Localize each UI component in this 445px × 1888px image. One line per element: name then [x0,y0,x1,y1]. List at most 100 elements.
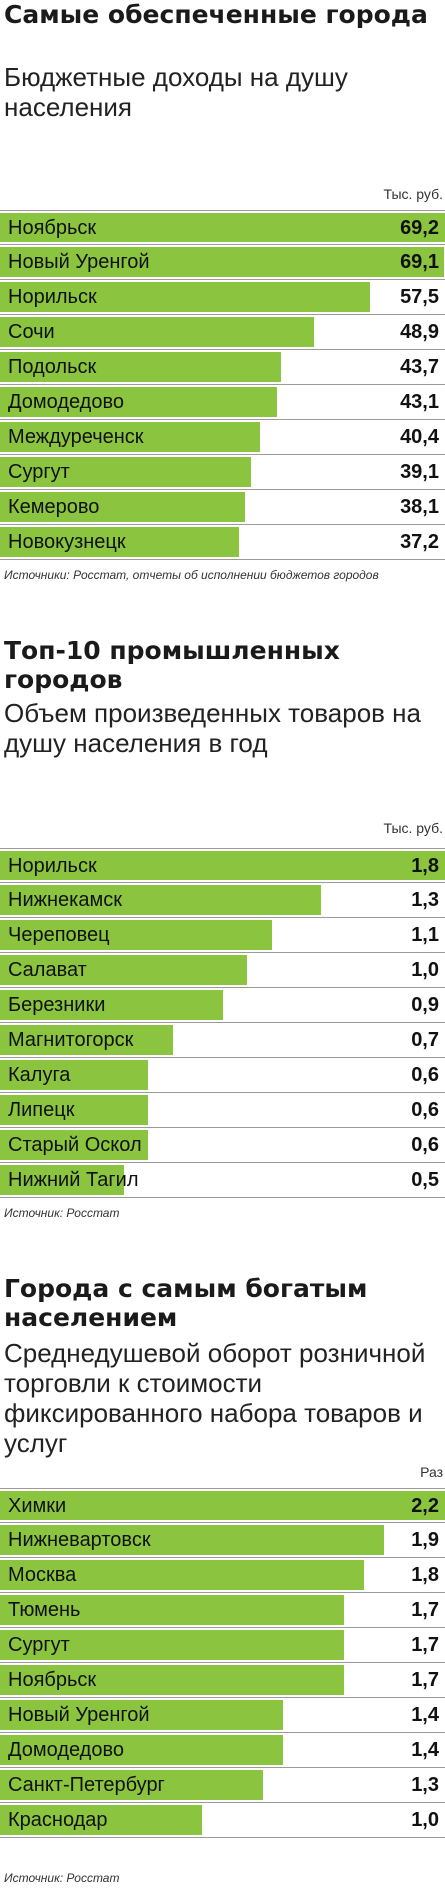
bar-value: 40,4 [400,426,439,448]
bar-value: 1,1 [411,924,439,946]
bar-label: Санкт-Петербург [8,1774,165,1796]
chart-1-title: Самые обеспеченные города [4,0,428,29]
bar-label: Ноябрьск [8,1669,97,1691]
bar-value: 0,6 [411,1064,439,1086]
bar-row: Химки 2,2 [0,1488,445,1523]
bar-label: Москва [8,1564,77,1586]
bar [0,1525,385,1555]
bar [0,990,223,1020]
bar-value: 1,3 [411,889,439,911]
bar-value: 48,9 [400,321,439,343]
bar-label: Норильск [8,286,97,308]
bar-row: Нижний Тагил 0,5 [0,1163,445,1198]
chart-section-1: Самые обеспеченные города Бюджетные дохо… [0,0,445,610]
bar-value: 1,4 [411,1739,439,1761]
bar-row: Калуга 0,6 [0,1058,445,1093]
bar [0,1770,263,1800]
bar-row: Междуреченск 40,4 [0,420,445,455]
bar [0,920,272,950]
chart-1-subtitle: Бюджетные доходы на душу населения [4,62,348,122]
bar-label: Сургут [8,1634,70,1656]
bar [0,457,252,487]
chart-3-bars: Химки 2,2 Нижневартовск 1,9 Москва 1,8 Тюмень 1… [0,1488,445,1838]
bar-row: Магнитогорск 0,7 [0,1023,445,1058]
bar-value: 0,6 [411,1134,439,1156]
bar-row: Салават 1,0 [0,953,445,988]
bar [0,1095,149,1125]
bar-value: 1,8 [411,1564,439,1586]
bar-label: Химки [8,1495,67,1517]
bar-value: 0,5 [411,1169,439,1191]
bar-value: 69,2 [400,217,439,239]
bar-row: Москва 1,8 [0,1558,445,1593]
chart-2-unit: Тыс. руб. [383,820,443,836]
bar-row: Подольск 43,7 [0,350,445,385]
bar-row: Санкт-Петербург 1,3 [0,1768,445,1803]
bar [0,885,322,915]
chart-2-subtitle: Объем произведенных товаров на душу насе… [4,698,422,758]
bar-row: Норильск 57,5 [0,280,445,315]
bar [0,422,260,452]
bar-row: Старый Оскол 0,6 [0,1128,445,1163]
chart-1-unit: Тыс. руб. [383,186,443,202]
bar-value: 1,3 [411,1774,439,1796]
bar-row: Березники 0,9 [0,988,445,1023]
bar-row: Нижнекамск 1,3 [0,883,445,918]
bar-row: Новый Уренгой 69,1 [0,245,445,280]
bar [0,1665,344,1695]
bar-label: Кемерово [8,496,100,518]
bar-label: Норильск [8,855,97,877]
bar-label: Домодедово [8,391,124,413]
bar-value: 0,6 [411,1099,439,1121]
bar-label: Липецк [8,1099,75,1121]
bar-value: 43,1 [400,391,439,413]
bar-label: Краснодар [8,1809,108,1831]
bar-label: Калуга [8,1064,71,1086]
bar [0,213,445,242]
bar-value: 1,7 [411,1599,439,1621]
bar [0,1630,344,1660]
bar [0,387,278,417]
chart-1-source: Источники: Росстат, отчеты об исполнении… [4,568,379,582]
bar-label: Череповец [8,924,110,946]
bar-value: 1,8 [411,855,439,877]
bar-value: 57,5 [400,286,439,308]
bar [0,352,282,382]
bar-row: Тюмень 1,7 [0,1593,445,1628]
bar [0,247,445,277]
bar-row: Кемерово 38,1 [0,490,445,525]
bar-label: Ноябрьск [8,217,97,239]
bar-row: Ноябрьск 69,2 [0,210,445,245]
bar [0,282,370,312]
bar-row: Нижневартовск 1,9 [0,1523,445,1558]
bar-label: Старый Оскол [8,1134,142,1156]
bar-value: 1,9 [411,1529,439,1551]
bar-value: 43,7 [400,356,439,378]
bar-value: 39,1 [400,461,439,483]
bar-row: Норильск 1,8 [0,848,445,883]
bar-label: Березники [8,994,106,1016]
bar-value: 1,0 [411,959,439,981]
bar-label: Новый Уренгой [8,251,150,273]
chart-1-bars: Ноябрьск 69,2 Новый Уренгой 69,1 Норильск 57,… [0,210,445,560]
bar-row: Сочи 48,9 [0,315,445,350]
bar-label: Нижневартовск [8,1529,151,1551]
bar-label: Междуреченск [8,426,144,448]
bar-row: Ноябрьск 1,7 [0,1663,445,1698]
bar [0,851,445,880]
bar-row: Сургут 1,7 [0,1628,445,1663]
bar-value: 1,0 [411,1809,439,1831]
bar [0,1700,284,1730]
bar [0,1060,149,1090]
bar-label: Нижнекамск [8,889,122,911]
bar [0,955,248,985]
bar-row: Сургут 39,1 [0,455,445,490]
bar-label: Подольск [8,356,97,378]
bar-row: Череповец 1,1 [0,918,445,953]
bar [0,1595,344,1625]
bar-label: Нижний Тагил [8,1169,139,1191]
bar [0,1025,174,1055]
bar [0,527,240,557]
bar [0,1560,365,1590]
bar [0,1805,203,1835]
